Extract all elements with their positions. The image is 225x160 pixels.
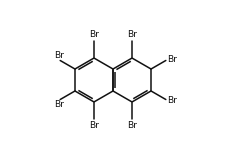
Text: Br: Br <box>166 55 176 64</box>
Text: Br: Br <box>54 51 63 60</box>
Text: Br: Br <box>89 31 99 40</box>
Text: Br: Br <box>166 96 176 105</box>
Text: Br: Br <box>89 120 99 129</box>
Text: Br: Br <box>54 100 63 109</box>
Text: Br: Br <box>126 31 136 40</box>
Text: Br: Br <box>126 120 136 129</box>
